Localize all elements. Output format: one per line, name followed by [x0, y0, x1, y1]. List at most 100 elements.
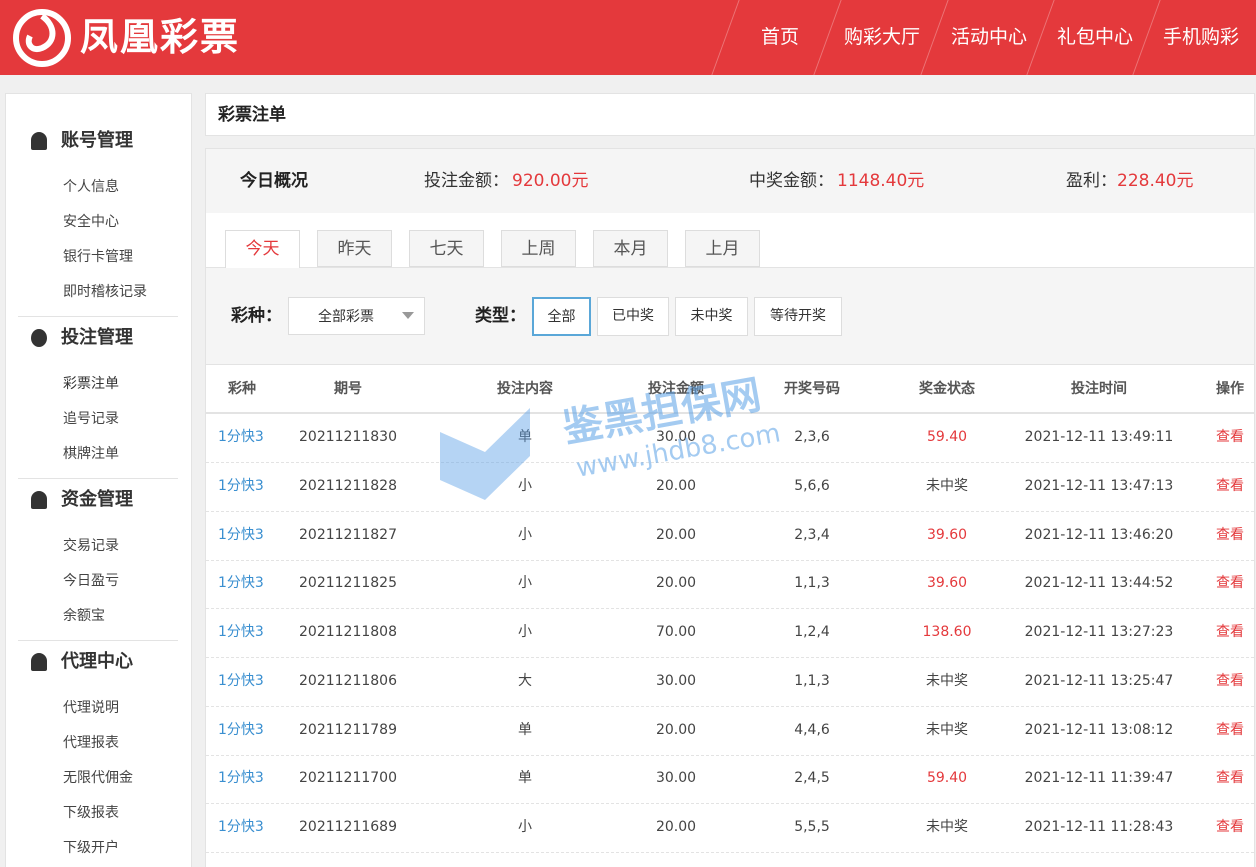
issue: 20211211808 — [299, 624, 397, 640]
table-header: 彩种 — [228, 381, 256, 397]
view-link[interactable]: 查看 — [1216, 819, 1244, 835]
sidebar-link[interactable]: 今日盈亏 — [63, 573, 119, 589]
view-link[interactable]: 查看 — [1216, 624, 1244, 640]
draw-numbers: 2,4,5 — [794, 770, 830, 787]
issue: 20211211806 — [299, 672, 397, 689]
title-box — [205, 93, 1255, 136]
issue: 20211211689 — [299, 819, 397, 835]
section-icon — [31, 132, 47, 150]
nav-link[interactable]: 手机购彩 — [1162, 26, 1239, 48]
section-title: 投注管理 — [61, 327, 133, 348]
tab[interactable]: 七天 — [409, 230, 484, 267]
summary-label: 今日概况 — [240, 171, 308, 191]
sidebar-link[interactable]: 棋牌注单 — [63, 446, 119, 462]
row-border — [206, 754, 1254, 756]
sidebar-link[interactable]: 无限代佣金 — [63, 770, 133, 786]
header — [0, 0, 1256, 75]
sidebar-link[interactable]: 余额宝 — [63, 608, 105, 624]
section-divider — [18, 316, 178, 317]
draw-numbers: 4,4,6 — [794, 721, 830, 738]
lottery-link[interactable]: 1分快3 — [218, 624, 264, 640]
sidebar-link[interactable]: 追号记录 — [63, 411, 119, 427]
sidebar-link[interactable]: 安全中心 — [63, 214, 119, 230]
bet-amount: 30.00 — [655, 672, 697, 689]
row-border — [206, 803, 1254, 805]
sidebar-link[interactable]: 下级开户 — [63, 840, 119, 856]
type-button[interactable]: 已中奖 — [597, 297, 669, 336]
sidebar — [5, 93, 192, 867]
bet-amount: 30.00 — [655, 770, 697, 787]
view-link[interactable]: 查看 — [1216, 526, 1244, 543]
logo-icon — [13, 9, 71, 67]
view-link[interactable]: 查看 — [1216, 575, 1244, 592]
lottery-link[interactable]: 1分快3 — [218, 721, 264, 738]
bet-amount: 20.00 — [655, 819, 697, 835]
lottery-link[interactable]: 1分快3 — [218, 770, 264, 787]
row-border — [206, 705, 1254, 707]
issue: 20211211825 — [299, 575, 397, 592]
bet-content: 小 — [518, 819, 532, 835]
sidebar-link[interactable]: 彩票注单 — [63, 376, 119, 392]
bet-amount: 30.00 — [655, 429, 697, 445]
type-button[interactable]: 未中奖 — [675, 297, 748, 336]
type-button[interactable]: 等待开奖 — [754, 297, 842, 336]
bet-content: 单 — [518, 429, 532, 445]
lottery-link[interactable]: 1分快3 — [218, 429, 264, 445]
issue: 20211211700 — [299, 770, 397, 787]
sidebar-link[interactable]: 个人信息 — [63, 179, 119, 195]
lottery-link[interactable]: 1分快3 — [218, 477, 264, 494]
sidebar-link[interactable]: 代理报表 — [63, 735, 119, 751]
lottery-link[interactable]: 1分快3 — [218, 819, 264, 835]
summary-bar — [206, 149, 1254, 213]
bet-time: 2021-12-11 13:46:20 — [1024, 526, 1174, 543]
sidebar-link[interactable]: 下级报表 — [63, 805, 119, 821]
bet-content: 单 — [518, 770, 532, 787]
summary-item-label: 中奖金额： — [749, 171, 834, 191]
bet-content: 小 — [518, 575, 532, 592]
section-title: 账号管理 — [61, 130, 133, 151]
nav-link[interactable]: 礼包中心 — [1056, 26, 1133, 48]
summary-item-value: 228.40元 — [1117, 171, 1194, 191]
summary-item-value: 920.00元 — [512, 171, 589, 191]
tab[interactable]: 今天 — [225, 230, 300, 268]
tab[interactable]: 上月 — [685, 230, 760, 267]
nav-link[interactable]: 活动中心 — [950, 26, 1027, 48]
section-title: 资金管理 — [61, 489, 133, 510]
bet-time: 2021-12-11 11:39:47 — [1024, 770, 1174, 787]
select-arrow — [402, 312, 414, 319]
row-border — [206, 462, 1254, 463]
lottery-link[interactable]: 1分快3 — [218, 575, 264, 592]
row-border — [206, 852, 1254, 853]
sidebar-link[interactable]: 即时稽核记录 — [63, 284, 147, 300]
filter-label: 彩种： — [231, 306, 282, 326]
prize-status: 59.40 — [926, 770, 968, 787]
tab[interactable]: 本月 — [593, 230, 668, 267]
lottery-link[interactable]: 1分快3 — [218, 526, 264, 543]
summary-item-value: 1148.40元 — [837, 171, 925, 191]
sidebar-link[interactable]: 交易记录 — [63, 538, 119, 554]
prize-status: 未中奖 — [926, 477, 968, 494]
filter-label: 类型： — [475, 306, 526, 326]
view-link[interactable]: 查看 — [1216, 721, 1244, 738]
lottery-link[interactable]: 1分快3 — [218, 672, 264, 689]
sidebar-link[interactable]: 代理说明 — [63, 700, 119, 716]
type-button[interactable]: 全部 — [532, 297, 591, 336]
view-link[interactable]: 查看 — [1216, 770, 1244, 787]
table-header: 开奖号码 — [784, 381, 840, 397]
draw-numbers: 5,5,5 — [794, 819, 830, 835]
table-header: 期号 — [334, 381, 362, 397]
section-divider — [18, 640, 178, 641]
bet-time: 2021-12-11 13:47:13 — [1024, 477, 1174, 494]
sidebar-link[interactable]: 银行卡管理 — [63, 249, 133, 265]
view-link[interactable]: 查看 — [1216, 672, 1244, 689]
nav-link[interactable]: 首页 — [760, 26, 799, 48]
view-link[interactable]: 查看 — [1216, 429, 1244, 445]
tab[interactable]: 上周 — [501, 230, 576, 267]
section-icon — [31, 491, 47, 509]
tab[interactable]: 昨天 — [317, 230, 392, 267]
view-link[interactable]: 查看 — [1216, 477, 1244, 494]
logo-text: 凤凰彩票 — [80, 15, 241, 59]
summary-item-label: 盈利： — [1066, 171, 1117, 191]
nav-link[interactable]: 购彩大厅 — [843, 26, 920, 48]
draw-numbers: 5,6,6 — [794, 477, 830, 494]
